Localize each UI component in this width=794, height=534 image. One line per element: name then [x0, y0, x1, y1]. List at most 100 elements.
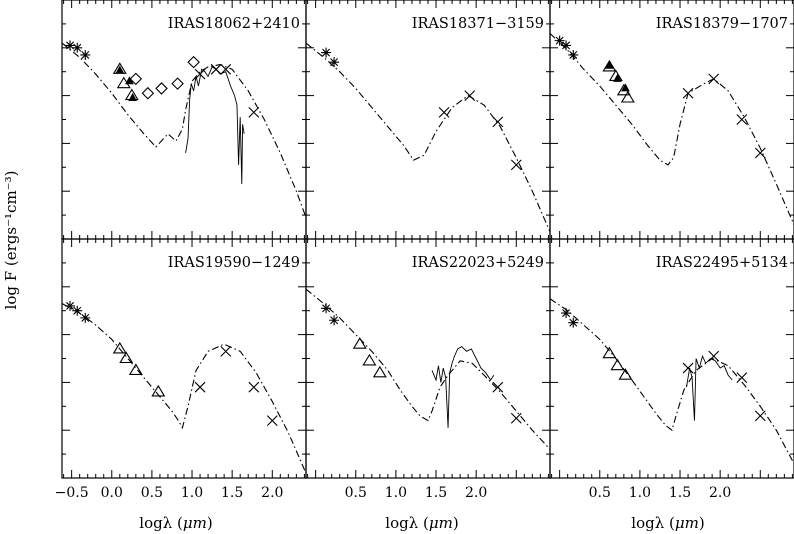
photometry-star-marker: [72, 305, 83, 316]
panel-1: IRAS18062+2410: [61, 0, 307, 240]
photometry-filled-triangle-marker: [605, 60, 614, 69]
iras-cross-marker: [464, 90, 476, 101]
iras-cross-marker: [248, 106, 260, 118]
x-axis-label-left: logλ (μm): [139, 514, 212, 532]
x-axis-label-right: logλ (μm): [631, 514, 704, 532]
photometry-star-marker: [568, 317, 579, 328]
panel-4: −0.5 0.0 0.5 1.0 1.5 2.0 IRAS19590−1249: [55, 238, 307, 501]
iras-cross-marker: [754, 147, 766, 159]
iras-cross-marker: [708, 350, 720, 362]
photometry-star-marker: [65, 300, 76, 311]
photometry-star-marker: [554, 35, 565, 46]
x-tick-label: 1.5: [221, 485, 243, 501]
panel-frame: [305, 0, 551, 240]
photometry-filled-triangle-marker: [613, 73, 622, 82]
photometry-diamond-marker: [141, 86, 155, 100]
panel-grid: IRAS18062+2410 IRAS18371−3159 IRAS18379−17…: [55, 0, 794, 501]
iras-cross-marker: [220, 345, 232, 357]
iras-cross-marker: [248, 381, 260, 393]
x-tick-label: 2.0: [261, 485, 283, 501]
x-tick-label: 1.0: [181, 485, 203, 501]
photometry-star-marker: [72, 42, 83, 53]
panel-title: IRAS18371−3159: [412, 16, 544, 32]
photometry-triangle-marker: [362, 353, 377, 366]
observed-spectrum: [185, 66, 245, 185]
photometry-triangle-marker: [119, 351, 134, 364]
x-axis-label-middle: logλ (μm): [385, 514, 458, 532]
photometry-triangle-marker: [620, 90, 635, 103]
x-tick-label: 0.0: [101, 485, 123, 501]
panel-title: IRAS22023+5249: [412, 255, 544, 271]
y-axis-label: log F (ergs⁻¹cm⁻³): [2, 171, 20, 310]
iras-cross-marker: [736, 114, 748, 125]
iras-cross-marker: [438, 106, 450, 118]
model-sed-curve: [549, 33, 794, 225]
photometry-filled-triangle-marker: [621, 83, 630, 92]
model-sed-curve: [549, 298, 794, 464]
model-sed-curve: [305, 42, 551, 233]
iras-cross-marker: [492, 116, 504, 128]
photometry-diamond-marker: [129, 72, 143, 86]
iras-cross-marker: [754, 410, 766, 422]
photometry-triangle-marker: [112, 341, 127, 354]
photometry-diamond-marker: [155, 82, 168, 95]
photometry-star-marker: [561, 308, 572, 319]
photometry-triangle-marker: [610, 358, 625, 371]
iras-cross-marker: [220, 63, 232, 75]
photometry-star-marker: [329, 315, 340, 326]
photometry-triangle-marker: [151, 384, 166, 397]
iras-cross-marker: [708, 73, 720, 85]
model-sed-curve: [61, 42, 307, 218]
iras-cross-marker: [266, 415, 278, 427]
iras-cross-marker: [194, 381, 206, 393]
photometry-star-marker: [561, 40, 572, 51]
observed-spectrum: [686, 354, 733, 421]
x-tick-label: 0.5: [345, 485, 367, 501]
photometry-triangle-marker: [128, 363, 143, 375]
photometry-star-marker: [65, 40, 76, 51]
photometry-star-marker: [568, 49, 579, 60]
iras-cross-marker: [510, 412, 522, 424]
panel-title: IRAS18062+2410: [168, 16, 300, 32]
x-tick-label: 1.0: [629, 485, 651, 501]
panel-2: IRAS18371−3159: [305, 0, 551, 240]
model-sed-curve: [61, 303, 307, 474]
panel-frame: [549, 238, 794, 479]
photometry-diamond-marker: [171, 77, 184, 90]
x-tick-label: 1.0: [385, 485, 407, 501]
photometry-star-marker: [321, 47, 332, 58]
iras-cross-marker: [492, 381, 504, 393]
photometry-diamond-marker: [187, 55, 200, 69]
panel-title: IRAS22495+5134: [656, 255, 788, 271]
panel-5: 0.5 1.0 1.5 2.0 IRAS22023+5249: [305, 238, 551, 501]
photometry-triangle-marker: [602, 346, 617, 359]
model-sed-curve: [305, 288, 551, 450]
photometry-filled-triangle-marker: [125, 76, 134, 85]
photometry-filled-triangle-marker: [115, 65, 125, 74]
iras-cross-marker: [194, 68, 206, 80]
photometry-star-marker: [321, 303, 332, 314]
panel-title: IRAS19590−1249: [168, 255, 300, 271]
x-tick-label: −0.5: [55, 485, 89, 501]
observed-spectrum: [431, 345, 495, 428]
photometry-triangle-marker: [372, 365, 387, 378]
panel-frame: [61, 238, 307, 479]
photometry-star-marker: [80, 49, 91, 60]
iras-cross-marker: [682, 362, 694, 374]
x-tick-label: 1.5: [669, 485, 691, 501]
x-tick-label: 0.5: [141, 485, 163, 501]
iras-cross-marker: [682, 87, 694, 99]
panel-6: 0.5 1.0 1.5 2.0 IRAS22495+5134: [549, 238, 794, 501]
iras-cross-marker: [510, 159, 522, 171]
x-tick-label: 2.0: [465, 485, 487, 501]
panel-3: IRAS18379−1707: [549, 0, 794, 240]
photometry-triangle-marker: [602, 59, 617, 72]
x-tick-label: 0.5: [589, 485, 611, 501]
photometry-star-marker: [329, 57, 340, 68]
photometry-triangle-marker: [352, 337, 367, 349]
panel-frame: [549, 0, 794, 240]
iras-cross-marker: [736, 372, 748, 384]
photometry-triangle-marker: [618, 368, 633, 380]
photometry-filled-triangle-marker: [128, 92, 137, 101]
